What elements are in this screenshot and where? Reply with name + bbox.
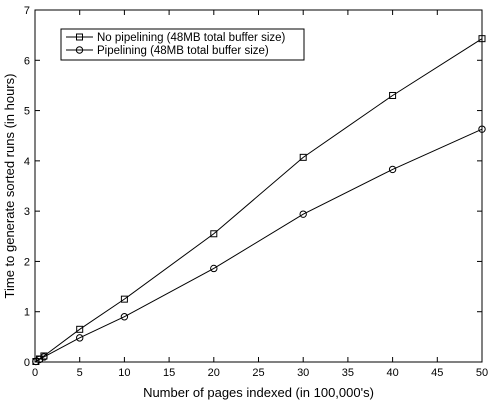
y-tick-label: 3 — [24, 206, 30, 218]
data-point — [76, 334, 84, 342]
legend-marker — [75, 46, 84, 54]
data-point — [478, 35, 486, 43]
x-tick-label: 0 — [32, 367, 38, 379]
series-2 — [32, 125, 486, 366]
x-tick-label: 10 — [118, 367, 130, 379]
x-tick-label: 30 — [297, 367, 309, 379]
x-tick-label: 20 — [208, 367, 220, 379]
x-tick-label: 25 — [252, 367, 264, 379]
y-tick-label: 0 — [24, 357, 30, 369]
x-tick-label: 50 — [476, 367, 488, 379]
legend-marker — [76, 33, 83, 41]
data-point — [76, 325, 84, 333]
legend-item-1: No pipelining (48MB total buffer size) — [66, 32, 286, 44]
data-point — [299, 153, 307, 161]
y-tick-label: 4 — [24, 156, 30, 168]
data-point — [389, 91, 397, 99]
series-line — [35, 38, 483, 362]
data-point — [299, 210, 307, 218]
x-tick-label: 45 — [431, 367, 443, 379]
data-point — [210, 264, 218, 273]
x-axis-label: Number of pages indexed (in 100,000's) — [143, 385, 374, 400]
x-tick-label: 35 — [342, 367, 354, 379]
legend-item-2: Pipelining (48MB total buffer size) — [66, 45, 269, 57]
data-point — [120, 313, 129, 321]
x-tick-label: 15 — [163, 367, 175, 379]
y-tick-label: 5 — [24, 106, 30, 118]
legend-box — [60, 28, 305, 61]
x-tick-label: 5 — [77, 367, 83, 379]
data-point — [120, 295, 128, 303]
series-layer — [32, 35, 486, 366]
y-tick-label: 6 — [24, 55, 30, 67]
series-line — [35, 128, 483, 362]
data-point — [478, 125, 486, 133]
y-axis-ticks: 0 1 2 3 4 5 6 7 — [24, 5, 482, 369]
y-tick-label: 2 — [24, 256, 30, 268]
y-tick-label: 7 — [24, 5, 30, 17]
x-axis-ticks: 0 5 10 15 20 25 30 35 40 45 50 — [32, 10, 488, 379]
data-point — [388, 165, 397, 174]
data-point — [32, 357, 40, 366]
plot-frame — [34, 9, 483, 363]
y-axis-label: Time to generate sorted runs (in hours) — [2, 74, 17, 299]
x-tick-label: 40 — [386, 367, 398, 379]
legend-label: Pipelining (48MB total buffer size) — [97, 45, 269, 57]
legend-label: No pipelining (48MB total buffer size) — [97, 32, 286, 44]
y-tick-label: 1 — [24, 307, 30, 319]
data-point — [40, 353, 48, 361]
series-1 — [32, 35, 486, 365]
data-point — [210, 230, 218, 238]
legend: No pipelining (48MB total buffer size)Pi… — [60, 28, 305, 61]
